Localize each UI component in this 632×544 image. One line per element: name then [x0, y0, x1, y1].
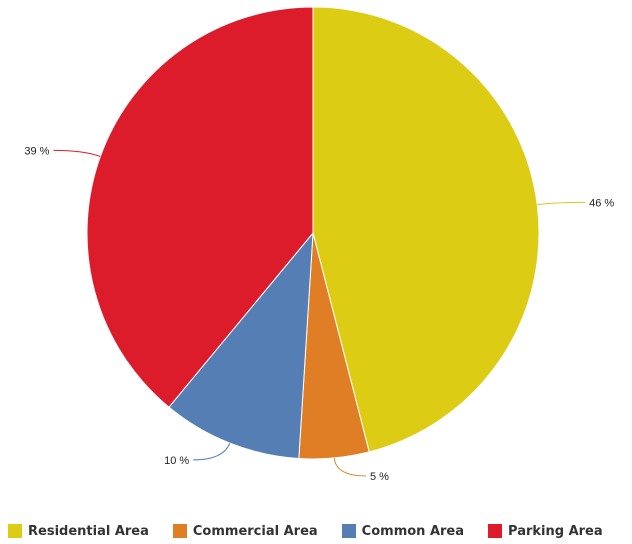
leader-line-commercial-area [333, 457, 366, 477]
pie-slices [86, 6, 540, 460]
leader-line-parking-area [53, 149, 101, 157]
data-label-residential-area: 46 % [589, 197, 614, 209]
legend-item-parking-area[interactable]: Parking Area [488, 524, 603, 539]
legend-swatch [341, 524, 356, 538]
pie-slice-parking-area[interactable] [86, 6, 314, 408]
leader-line-residential-area [537, 201, 586, 206]
pie-chart: 46 % 5 % 10 % 39 % [24, 6, 614, 483]
legend-label: Residential Area [28, 523, 149, 539]
legend-item-commercial-area[interactable]: Commercial Area [172, 523, 318, 539]
data-label-commercial-area: 5 % [370, 471, 389, 483]
legend: Residential Area Commercial Area Common Ar… [8, 522, 632, 540]
data-label-common-area: 10 % [164, 455, 189, 467]
pie-slice-common-area[interactable] [168, 231, 314, 460]
pie-slice-residential-area[interactable] [312, 6, 540, 453]
label-leader-lines [53, 149, 586, 477]
legend-item-common-area[interactable]: Common Area [341, 523, 465, 539]
legend-item-residential-area[interactable]: Residential Area [8, 524, 149, 539]
data-label-parking-area: 39 % [24, 145, 49, 157]
legend-swatch [488, 524, 503, 538]
legend-label: Commercial Area [192, 523, 318, 539]
data-labels: 46 % 5 % 10 % 39 % [24, 145, 614, 483]
legend-swatch [8, 524, 22, 538]
legend-label: Common Area [361, 523, 465, 539]
legend-label: Parking Area [508, 523, 603, 539]
legend-swatch [172, 524, 187, 538]
leader-line-common-area [193, 442, 231, 461]
